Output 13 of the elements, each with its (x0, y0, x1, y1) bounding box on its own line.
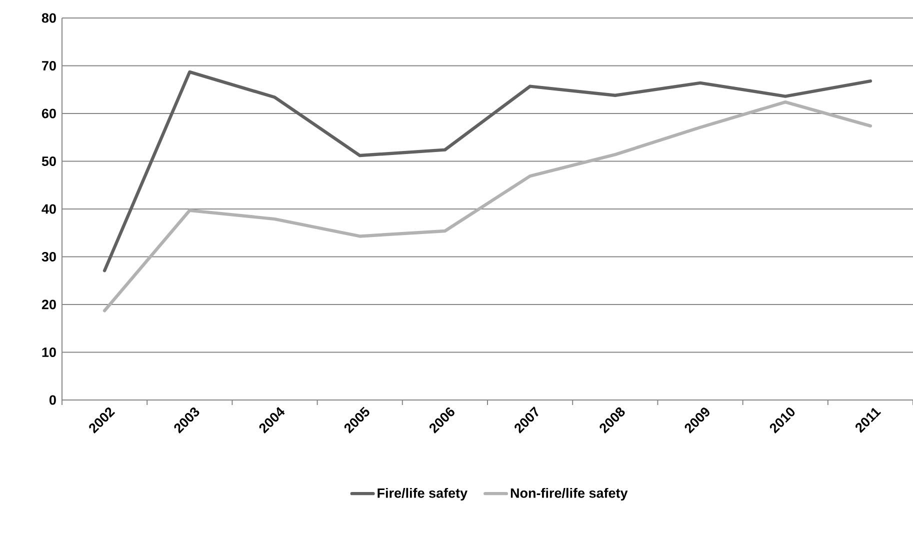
y-tick-label: 30 (42, 252, 56, 262)
legend-label: Fire/life safety (378, 488, 468, 501)
y-tick-label: 50 (42, 156, 56, 166)
y-tick-label: 80 (42, 13, 56, 23)
y-tick-label: 70 (42, 60, 56, 71)
line-series (102, 100, 872, 312)
y-tick-label: 10 (42, 347, 56, 358)
legend-label: Non-fire/life safety (510, 488, 628, 501)
y-tick-label: 40 (42, 204, 56, 214)
y-tick-label: 20 (42, 300, 56, 310)
y-tick-label: 60 (42, 108, 56, 118)
line-series (102, 70, 872, 272)
y-tick-label: 0 (50, 395, 56, 405)
